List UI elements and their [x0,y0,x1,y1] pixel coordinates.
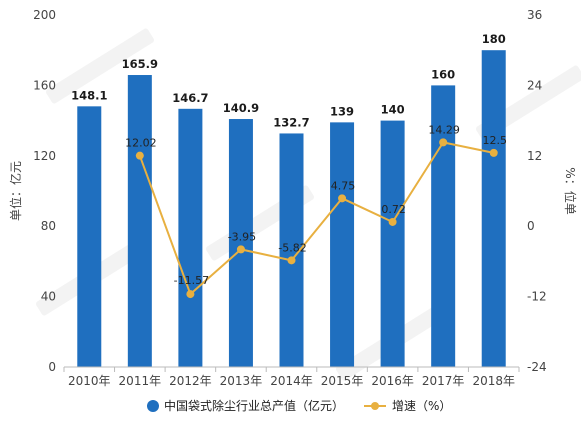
x-tick-label: 2015年 [321,374,364,388]
bar-7 [431,85,456,368]
x-tick-label: 2018年 [472,374,515,388]
bar-5 [330,122,355,367]
legend-line-dot [371,402,379,410]
y-tick-label: 160 [33,78,56,92]
y2-axis-title: %：位单 [563,167,578,214]
x-tick-label: 2010年 [68,374,111,388]
bar-2 [178,108,203,367]
line-value-label: 12.02 [125,137,157,150]
bar-value-label: 140.9 [223,101,259,115]
line-point-3 [236,245,245,254]
line-point-6 [388,217,397,226]
legend-line-label: 增速（%） [392,399,451,413]
line-layer [135,138,498,299]
bar-value-label: 148.1 [71,88,107,102]
bar-value-label: 140 [381,103,405,117]
line-value-label: -5.82 [278,241,306,254]
x-tick-label: 2016年 [371,374,414,388]
y-tick-label: 120 [33,149,56,163]
x-tick-label: 2012年 [169,374,212,388]
x-tick-label: 2013年 [220,374,263,388]
bar-value-label: 139 [330,104,354,118]
y-tick-label: 0 [48,360,56,374]
watermark-mark [46,28,154,104]
x-tick-label: 2014年 [270,374,313,388]
bar-8 [481,50,506,367]
bar-value-label: 180 [482,32,506,46]
y-tick-label: 200 [33,8,56,22]
legend: 中国袋式除尘行业总产值（亿元） 增速（%） [147,398,451,413]
axes-layer: 2010年 2011年 2012年 2013年 2014年 2015年 2016年 2017年… [8,8,578,388]
y-tick-label: 40 [41,290,56,304]
line-value-label: 14.29 [428,123,460,136]
y-tick-label: 80 [41,219,56,233]
legend-bar-marker [147,400,159,412]
bar-value-label: 165.9 [122,57,158,71]
bar-6 [380,120,405,367]
line-point-4 [287,256,296,265]
line-value-label: 0.72 [381,203,406,216]
y2-tick-label: 24 [527,78,542,92]
line-value-label: 4.75 [331,179,356,192]
legend-bar-label: 中国袋式除尘行业总产值（亿元） [164,398,344,413]
line-point-7 [439,138,448,147]
y2-tick-label: 36 [527,8,542,22]
line-point-2 [186,290,195,299]
line-value-label: -3.95 [228,230,256,243]
bar-value-label: 160 [431,67,455,81]
y2-tick-label: 0 [527,219,535,233]
y2-tick-label: -24 [527,360,547,374]
y2-tick-label: 12 [527,149,542,163]
bar-1 [127,75,152,368]
bar-0 [77,106,102,367]
labels-layer: 148.1 165.9 146.7 140.9 132.7 139 140 160 180 12.… [71,32,507,287]
bar-value-label: 146.7 [172,91,208,105]
x-tick-label: 2017年 [422,374,465,388]
bars-layer [77,50,506,368]
y2-tick-label: -12 [527,290,547,304]
line-value-label: 12.5 [482,134,507,147]
x-tick-label: 2011年 [119,374,162,388]
growth-line [138,141,494,296]
line-point-8 [489,148,498,157]
bar-3 [228,119,253,368]
line-point-5 [338,194,347,203]
bar-value-label: 132.7 [273,115,309,129]
line-value-label: -11.57 [174,274,209,287]
y-axis-title: 单位：亿元 [8,161,23,221]
line-point-1 [135,151,144,160]
